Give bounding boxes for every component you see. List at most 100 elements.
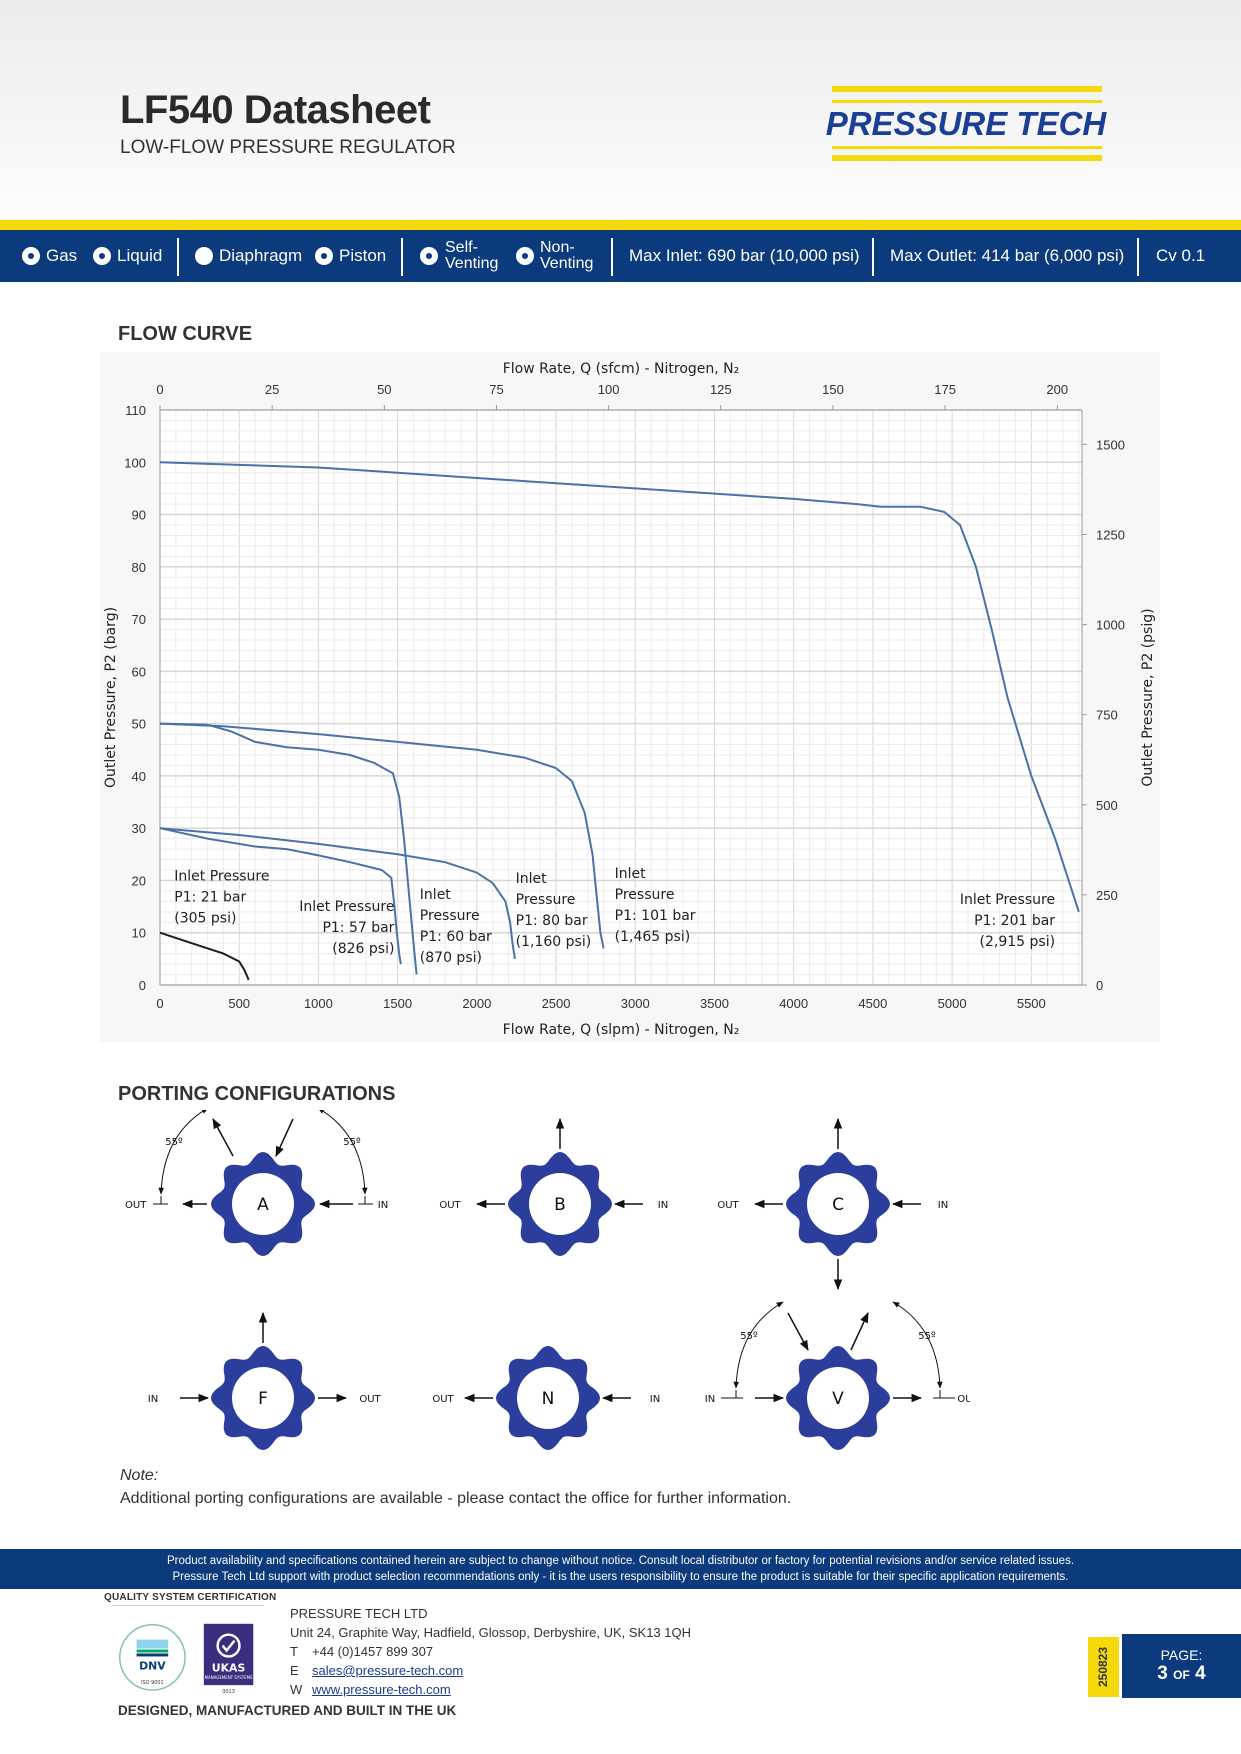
- gear-bore: [807, 1173, 869, 1235]
- y2-tick-label: 0: [1096, 978, 1103, 993]
- x2-tick-label: 200: [1046, 382, 1068, 397]
- x2-tick-label: 125: [710, 382, 732, 397]
- x-tick-label: 500: [228, 996, 250, 1011]
- option-label: Venting: [540, 255, 594, 272]
- series-label: (870 psi): [420, 950, 482, 966]
- note-label: Note:: [120, 1467, 159, 1484]
- dnv-iso9001-logo: DNV ISO 9001: [119, 1624, 186, 1691]
- radio-liquid-icon: [93, 247, 111, 265]
- page-of: OF: [1173, 1668, 1190, 1682]
- website-link[interactable]: www.pressure-tech.com: [312, 1682, 451, 1697]
- revision-tag: 250823: [1088, 1637, 1119, 1697]
- gear-bore: [529, 1173, 591, 1235]
- max-outlet: Max Outlet: 414 bar (6,000 psi): [890, 246, 1125, 265]
- phone-number: +44 (0)1457 899 307: [312, 1644, 434, 1659]
- page-subtitle: LOW-FLOW PRESSURE REGULATOR: [120, 137, 456, 158]
- x2-tick-label: 150: [822, 382, 844, 397]
- flow-curve-heading: FLOW CURVE: [118, 323, 253, 345]
- series-label: Inlet: [420, 887, 452, 903]
- port-gear-v: V: [786, 1346, 890, 1450]
- series-line: [159, 722, 418, 975]
- certification-logos: DNV ISO 9001 UKAS MANAGEMENT SYSTEMS 001…: [112, 1605, 264, 1695]
- made-in-uk: DESIGNED, MANUFACTURED AND BUILT IN THE …: [118, 1703, 457, 1718]
- option-non-venting: Non- Venting: [540, 230, 593, 282]
- gear-bore: [232, 1367, 294, 1429]
- radio-gas-icon: [22, 247, 40, 265]
- series-label: Inlet Pressure: [960, 892, 1055, 908]
- radio-diaphragm-icon: [195, 247, 213, 265]
- y-axis-title: Outlet Pressure, P2 (barg): [103, 607, 119, 788]
- disclaimer-line: Pressure Tech Ltd support with product s…: [172, 1571, 1069, 1583]
- series-label: Pressure: [420, 908, 480, 924]
- radio-piston-icon: [315, 247, 333, 265]
- series-line: [159, 722, 605, 949]
- revision-code: 250823: [1096, 1646, 1111, 1688]
- series-label: Inlet Pressure: [299, 899, 394, 915]
- series-label: Inlet: [615, 866, 647, 882]
- x-tick-label: 2000: [462, 996, 491, 1011]
- svg-text:ISO 9001: ISO 9001: [141, 1680, 164, 1686]
- gear-bore: [232, 1173, 294, 1235]
- email-key: E: [290, 1663, 299, 1678]
- y-tick-label: 60: [132, 664, 146, 679]
- y2-tick-label: 1500: [1096, 437, 1125, 452]
- y-tick-label: 30: [132, 821, 146, 836]
- x-axis-title: Flow Rate, Q (slpm) - Nitrogen, N₂: [503, 1022, 740, 1038]
- y-tick-label: 70: [132, 612, 146, 627]
- series-label: P1: 60 bar: [420, 929, 492, 945]
- port-label: OUT: [957, 1394, 970, 1405]
- port-gear-b: B: [508, 1152, 612, 1256]
- email-link[interactable]: sales@pressure-tech.com: [312, 1663, 464, 1678]
- x2-tick-label: 50: [377, 382, 391, 397]
- port-label: OUT: [432, 1394, 454, 1405]
- option-piston: Piston: [339, 246, 387, 265]
- y-tick-label: 110: [125, 403, 146, 418]
- flow-arrow: [275, 1118, 294, 1157]
- series-label: Pressure: [516, 892, 576, 908]
- divider: [1137, 238, 1139, 276]
- page-current: 3: [1157, 1663, 1168, 1684]
- port-gear-f: F: [211, 1346, 315, 1450]
- series-label: (1,160 psi): [516, 934, 592, 950]
- series-line: [159, 827, 402, 965]
- port-label: IN: [378, 1200, 388, 1211]
- port-gear-n: N: [496, 1346, 600, 1450]
- y2-axis-title: Outlet Pressure, P2 (psig): [1140, 608, 1156, 786]
- series-label: P1: 80 bar: [516, 913, 588, 929]
- web-key: W: [290, 1682, 303, 1697]
- series-line: [159, 931, 250, 981]
- svg-text:DNV: DNV: [139, 1659, 166, 1672]
- spec-bar: Gas Liquid Diaphragm Piston Self- Venting…: [0, 230, 1241, 282]
- flow-arrow: [850, 1312, 869, 1351]
- port-gear-c: C: [786, 1152, 890, 1256]
- y2-tick-label: 750: [1096, 708, 1118, 723]
- x-tick-label: 2500: [542, 996, 571, 1011]
- config-letter: B: [554, 1195, 566, 1215]
- x-tick-label: 0: [156, 996, 163, 1011]
- port-label: OUT: [717, 1200, 739, 1211]
- x-tick-label: 5000: [938, 996, 967, 1011]
- dnv-certification-text: QUALITY SYSTEM CERTIFICATION: [104, 1592, 277, 1603]
- y-tick-label: 90: [132, 508, 146, 523]
- page-total: 4: [1195, 1663, 1206, 1684]
- angle-arc: [158, 1110, 209, 1195]
- series-label: P1: 21 bar: [174, 889, 246, 905]
- y-tick-label: 50: [132, 717, 146, 732]
- x2-tick-label: 75: [489, 382, 503, 397]
- x2-tick-label: 100: [598, 382, 620, 397]
- svg-text:PRESSURE TECH: PRESSURE TECH: [826, 105, 1108, 142]
- disclaimer-banner: Product availability and specifications …: [0, 1549, 1241, 1589]
- pressure-tech-logo: PRESSURE TECH: [826, 86, 1108, 161]
- disclaimer-line: Product availability and specifications …: [166, 1555, 1075, 1567]
- page-indicator: PAGE: 3 OF 4: [1122, 1634, 1241, 1698]
- y2-tick-label: 500: [1096, 798, 1118, 813]
- y-tick-label: 100: [124, 455, 146, 470]
- porting-heading: PORTING CONFIGURATIONS: [118, 1083, 396, 1105]
- port-label: 55º: [918, 1331, 936, 1342]
- radio-self-venting-icon: [420, 247, 438, 265]
- header-background: [0, 0, 1241, 220]
- port-label: IN: [658, 1200, 668, 1211]
- page-number: 3 OF 4: [1122, 1663, 1241, 1685]
